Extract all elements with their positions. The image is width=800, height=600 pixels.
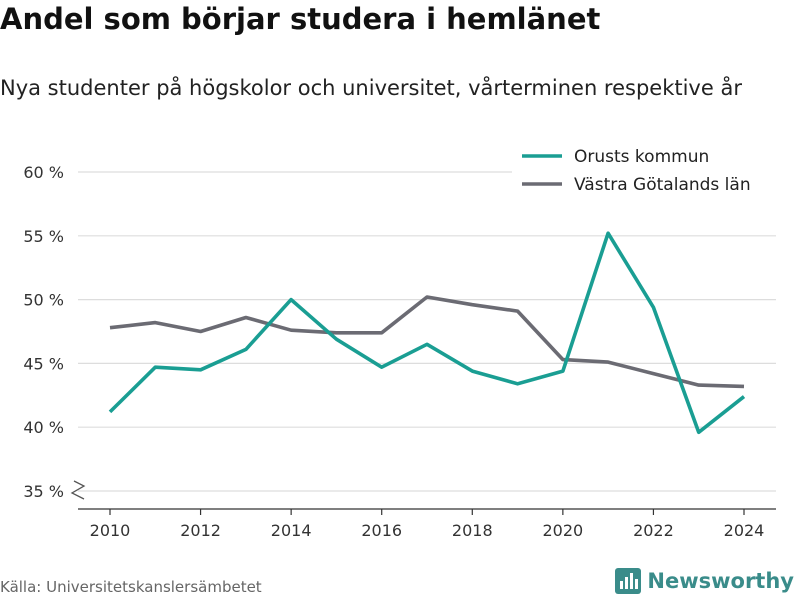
series-line-orusts-kommun <box>108 231 746 435</box>
x-tick-label: 2014 <box>271 521 312 540</box>
y-tick-label: 40 % <box>23 418 64 437</box>
x-tick-label: 2016 <box>361 521 402 540</box>
legend-label: Orusts kommun <box>574 147 709 167</box>
source-note: Källa: Universitetskanslersämbetet <box>0 578 262 596</box>
series-line-vastra-gotalands-lan <box>109 295 745 389</box>
y-tick-label: 45 % <box>23 354 64 373</box>
x-tick-label: 2012 <box>180 521 221 540</box>
y-tick-label: 60 % <box>23 163 64 182</box>
x-tick-label: 2020 <box>542 521 583 540</box>
legend-background <box>512 140 776 202</box>
chart-subtitle: Nya studenter på högskolor och universit… <box>0 76 742 100</box>
x-axis: 2010 2012 2014 2016 2018 2020 2022 2024 <box>78 508 776 540</box>
x-tick-label: 2022 <box>633 521 674 540</box>
series-layer <box>108 231 746 435</box>
newsworthy-logo-icon <box>615 568 642 594</box>
legend: Orusts kommun Västra Götalands län <box>512 140 776 202</box>
legend-label: Västra Götalands län <box>574 175 751 195</box>
brand-name: Newsworthy <box>647 569 794 593</box>
axis-break-icon <box>70 480 86 500</box>
x-tick-label: 2024 <box>724 521 765 540</box>
x-tick-label: 2010 <box>90 521 131 540</box>
x-tick-label: 2018 <box>452 521 493 540</box>
y-tick-label: 50 % <box>23 291 64 310</box>
y-tick-label: 35 % <box>23 482 64 501</box>
brand-logo: Newsworthy <box>615 568 794 594</box>
y-tick-label: 55 % <box>23 227 64 246</box>
chart-title: Andel som börjar studera i hemlänet <box>0 2 601 36</box>
